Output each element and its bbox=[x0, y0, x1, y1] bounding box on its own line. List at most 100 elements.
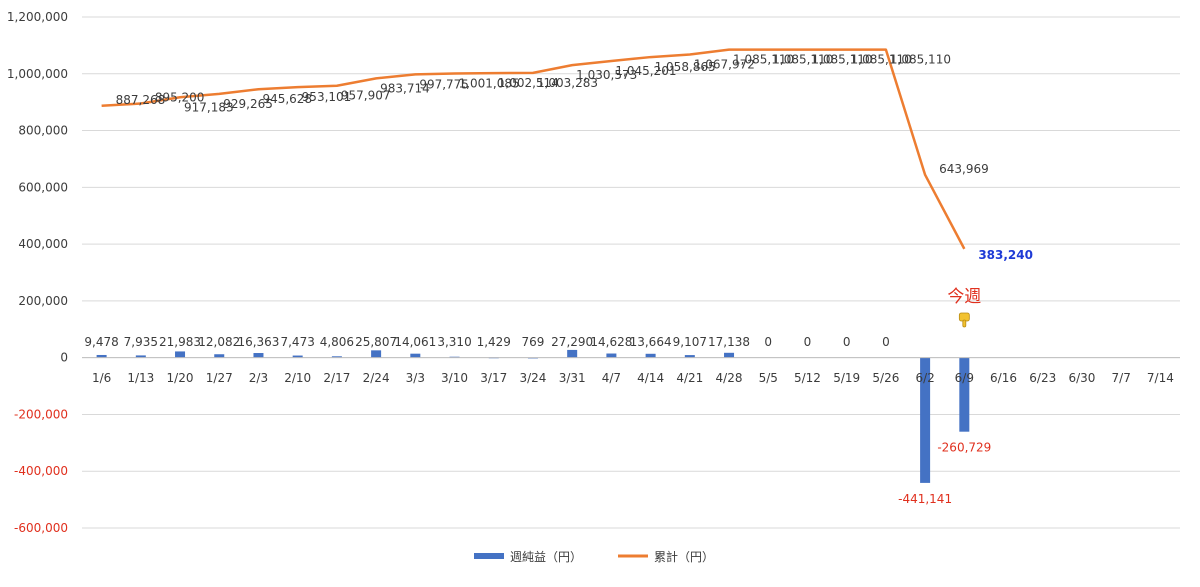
bar bbox=[96, 354, 107, 358]
cumulative-line bbox=[101, 48, 966, 250]
bar bbox=[135, 355, 146, 358]
bar-data-label: 7,935 bbox=[124, 335, 158, 349]
annotation: 今週 bbox=[947, 287, 981, 328]
x-tick-label: 5/26 bbox=[872, 371, 899, 385]
bar-data-label: 0 bbox=[804, 335, 812, 349]
bar bbox=[959, 357, 970, 432]
x-tick-label: 7/7 bbox=[1112, 371, 1131, 385]
y-tick-label: 1,000,000 bbox=[7, 67, 68, 81]
y-tick-label: 800,000 bbox=[18, 124, 68, 138]
bar-data-label: 14,628 bbox=[590, 335, 632, 349]
bar-data-label: 4,806 bbox=[320, 335, 354, 349]
bar-data-label: 3,310 bbox=[437, 335, 471, 349]
annotation-text: 今週 bbox=[947, 287, 981, 307]
x-tick-label: 6/30 bbox=[1068, 371, 1095, 385]
x-tick-label: 5/5 bbox=[759, 371, 778, 385]
bar-data-label: 21,983 bbox=[159, 335, 201, 349]
y-axis: 1,200,000 1,000,000 800,000 600,000 400,000 2… bbox=[7, 10, 68, 535]
bar-series bbox=[96, 349, 970, 483]
line-data-label: 929,265 bbox=[223, 97, 273, 111]
line-data-label: 1,085,110 bbox=[772, 53, 833, 67]
x-tick-label: 1/27 bbox=[206, 371, 233, 385]
x-tick-label: 4/28 bbox=[716, 371, 743, 385]
bar-data-label: 769 bbox=[522, 335, 545, 349]
bar-data-label: 25,807 bbox=[355, 335, 397, 349]
line-data-label: 1,085,110 bbox=[811, 53, 872, 67]
x-tick-label: 5/19 bbox=[833, 371, 860, 385]
line-data-label: 1,001,085 bbox=[459, 76, 520, 90]
legend-bar-label: 週純益（円） bbox=[510, 550, 582, 564]
x-tick-label: 4/14 bbox=[637, 371, 664, 385]
bar bbox=[331, 356, 342, 358]
y-tick-label: 200,000 bbox=[18, 294, 68, 308]
x-tick-label: 7/14 bbox=[1147, 371, 1174, 385]
bar bbox=[371, 350, 382, 358]
line-data-label: 945,628 bbox=[262, 92, 312, 106]
bar bbox=[606, 353, 617, 358]
bar-data-label: 27,290 bbox=[551, 335, 593, 349]
bar-data-label: 13,664 bbox=[630, 335, 672, 349]
bar bbox=[645, 353, 656, 358]
line-data-label: 1,030,573 bbox=[576, 68, 637, 82]
x-tick-label: 3/3 bbox=[406, 371, 425, 385]
bar-data-label: 12,082 bbox=[198, 335, 240, 349]
x-tick-label: 4/21 bbox=[676, 371, 703, 385]
line-data-label: 917,183 bbox=[184, 100, 234, 114]
x-tick-label: 2/10 bbox=[284, 371, 311, 385]
line-data-label: 1,085,110 bbox=[890, 53, 951, 67]
bar-data-label: 17,138 bbox=[708, 335, 750, 349]
y-tick-label: 400,000 bbox=[18, 237, 68, 251]
legend-bar-swatch bbox=[474, 553, 504, 559]
line-data-label: 1,003,283 bbox=[537, 76, 598, 90]
x-tick-label: 3/10 bbox=[441, 371, 468, 385]
y-tick-label: 600,000 bbox=[18, 180, 68, 194]
bar bbox=[567, 349, 578, 358]
bar bbox=[410, 353, 421, 358]
x-tick-label: 3/24 bbox=[519, 371, 546, 385]
line-data-label: 887,268 bbox=[116, 93, 166, 107]
x-tick-label: 6/9 bbox=[955, 371, 974, 385]
x-tick-label: 3/17 bbox=[480, 371, 507, 385]
x-tick-label: 2/3 bbox=[249, 371, 268, 385]
line-data-label: 997,775 bbox=[419, 77, 469, 91]
bar bbox=[214, 354, 225, 358]
y-tick-label: 0 bbox=[60, 351, 68, 365]
line-data-label: 983,714 bbox=[380, 81, 430, 95]
x-tick-label: 1/6 bbox=[92, 371, 111, 385]
line-data-label: 383,240 bbox=[978, 248, 1033, 262]
bar-data-label: 0 bbox=[843, 335, 851, 349]
x-tick-label: 1/20 bbox=[167, 371, 194, 385]
hand-finger bbox=[962, 319, 967, 328]
line-data-label: 1,058,865 bbox=[655, 60, 716, 74]
line-series bbox=[101, 48, 966, 250]
legend-line-label: 累計（円） bbox=[654, 549, 714, 564]
line-data-label: 1,067,972 bbox=[694, 57, 755, 71]
x-axis: 1/6 1/13 1/20 1/27 2/3 2/10 2/17 2/24 3/3 3/10 3/1… bbox=[82, 357, 1180, 385]
x-tick-label: 6/2 bbox=[915, 371, 934, 385]
bar-data-label: 0 bbox=[882, 335, 890, 349]
gridlines bbox=[82, 16, 1180, 529]
y-tick-label: -600,000 bbox=[14, 521, 68, 535]
bar-data-label: -441,141 bbox=[898, 492, 952, 506]
line-data-label: 1,002,514 bbox=[498, 76, 559, 90]
bar bbox=[292, 355, 303, 358]
line-data-label: 643,969 bbox=[939, 162, 989, 176]
x-tick-label: 2/24 bbox=[363, 371, 390, 385]
y-tick-label: -200,000 bbox=[14, 407, 68, 421]
y-tick-label: -400,000 bbox=[14, 464, 68, 478]
bar-data-label: 1,429 bbox=[477, 335, 511, 349]
bar-data-label: 7,473 bbox=[280, 335, 314, 349]
bar-data-label: 16,363 bbox=[237, 335, 279, 349]
line-data-label: 1,085,110 bbox=[851, 53, 912, 67]
bar bbox=[684, 355, 695, 358]
x-tick-label: 4/7 bbox=[602, 371, 621, 385]
legend: 週純益（円） 累計（円） bbox=[474, 549, 714, 564]
x-tick-label: 6/23 bbox=[1029, 371, 1056, 385]
x-tick-label: 3/31 bbox=[559, 371, 586, 385]
bar-data-label: 14,061 bbox=[394, 335, 436, 349]
bar-data-label: -260,729 bbox=[937, 441, 991, 455]
bar bbox=[253, 353, 264, 358]
